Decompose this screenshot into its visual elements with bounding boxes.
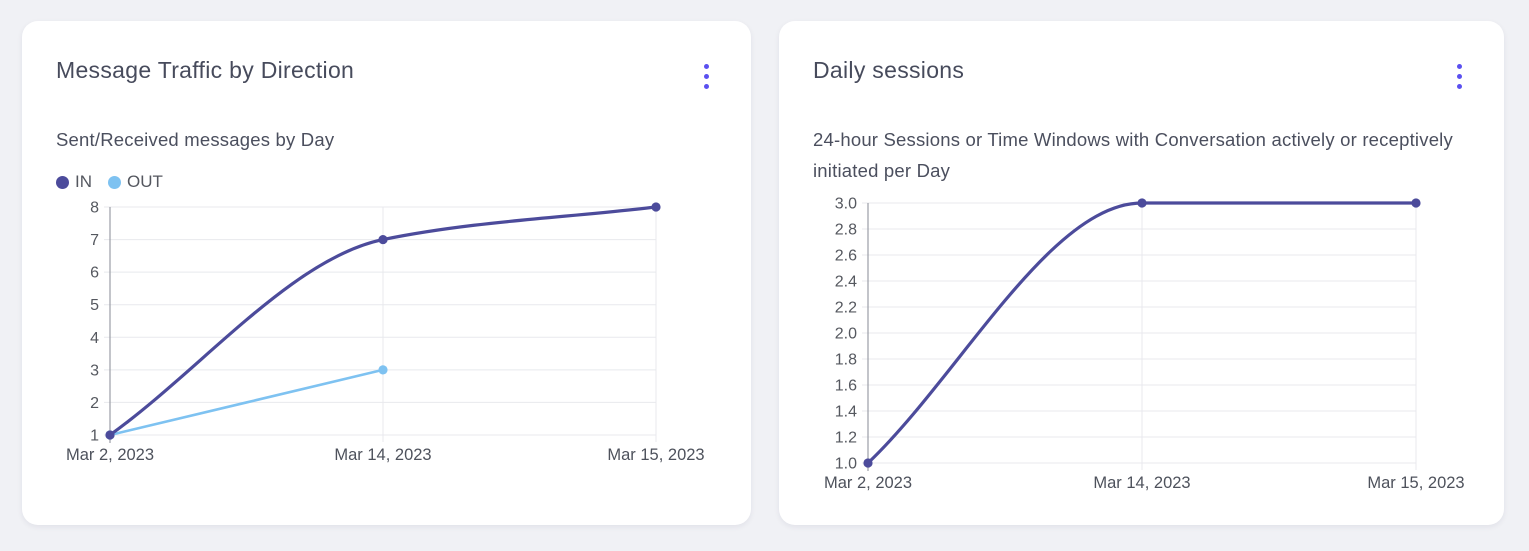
- message-traffic-card: Message Traffic by Direction Sent/Receiv…: [22, 21, 751, 525]
- card-subtitle: Sent/Received messages by Day: [56, 129, 335, 150]
- svg-text:Mar 2, 2023: Mar 2, 2023: [824, 474, 912, 492]
- svg-text:Mar 14, 2023: Mar 14, 2023: [1093, 474, 1190, 492]
- svg-text:3: 3: [90, 362, 99, 379]
- svg-text:5: 5: [90, 297, 99, 314]
- svg-text:2: 2: [90, 395, 99, 412]
- svg-text:3.0: 3.0: [835, 196, 857, 213]
- card-title: Message Traffic by Direction: [56, 57, 355, 83]
- svg-text:Mar 14, 2023: Mar 14, 2023: [334, 446, 431, 464]
- svg-text:1.8: 1.8: [835, 352, 857, 369]
- svg-text:6: 6: [90, 265, 99, 282]
- card-header: Daily sessions: [813, 57, 1468, 93]
- message-traffic-line-chart[interactable]: 1 2 3 4 5 6 7 8 Mar 2, 2023 Mar 14, 2023 Mar 15, 2…: [56, 198, 716, 470]
- card-menu-button[interactable]: [1451, 60, 1468, 93]
- svg-text:8: 8: [90, 200, 99, 217]
- svg-text:4: 4: [90, 330, 99, 347]
- svg-text:1.0: 1.0: [835, 456, 857, 473]
- legend-dot-out: [108, 175, 121, 189]
- card-subtitle: 24-hour Sessions or Time Windows with Co…: [813, 129, 1453, 181]
- legend-label-in: IN: [75, 172, 92, 191]
- kebab-menu-icon: [704, 64, 709, 89]
- svg-text:1: 1: [90, 428, 99, 445]
- svg-text:1.4: 1.4: [835, 404, 857, 421]
- daily-sessions-line-chart[interactable]: 1.0 1.2 1.4 1.6 1.8 2.0 2.2 2.4 2.6 2.8 3.0 Mar 2, …: [813, 191, 1473, 496]
- svg-text:2.0: 2.0: [835, 326, 857, 343]
- svg-text:2.4: 2.4: [835, 274, 857, 291]
- chart-legend: IN OUT: [56, 172, 715, 192]
- svg-text:Mar 15, 2023: Mar 15, 2023: [607, 446, 704, 464]
- legend-item-out[interactable]: OUT: [108, 172, 163, 192]
- svg-text:1.2: 1.2: [835, 430, 857, 447]
- legend-dot-in: [56, 175, 69, 189]
- svg-text:Mar 2, 2023: Mar 2, 2023: [66, 446, 154, 464]
- card-title: Daily sessions: [813, 57, 965, 83]
- svg-text:2.2: 2.2: [835, 300, 857, 317]
- svg-text:Mar 15, 2023: Mar 15, 2023: [1367, 474, 1464, 492]
- svg-text:2.8: 2.8: [835, 222, 857, 239]
- card-header: Message Traffic by Direction: [56, 57, 715, 93]
- kebab-menu-icon: [1457, 64, 1462, 89]
- legend-label-out: OUT: [127, 172, 163, 191]
- dashboard-cards-row: Message Traffic by Direction Sent/Receiv…: [22, 21, 1504, 525]
- legend-item-in[interactable]: IN: [56, 172, 92, 192]
- svg-text:2.6: 2.6: [835, 248, 857, 265]
- svg-text:7: 7: [90, 232, 99, 249]
- daily-sessions-card: Daily sessions 24-hour Sessions or Time …: [779, 21, 1504, 525]
- svg-text:1.6: 1.6: [835, 378, 857, 395]
- card-menu-button[interactable]: [698, 60, 715, 93]
